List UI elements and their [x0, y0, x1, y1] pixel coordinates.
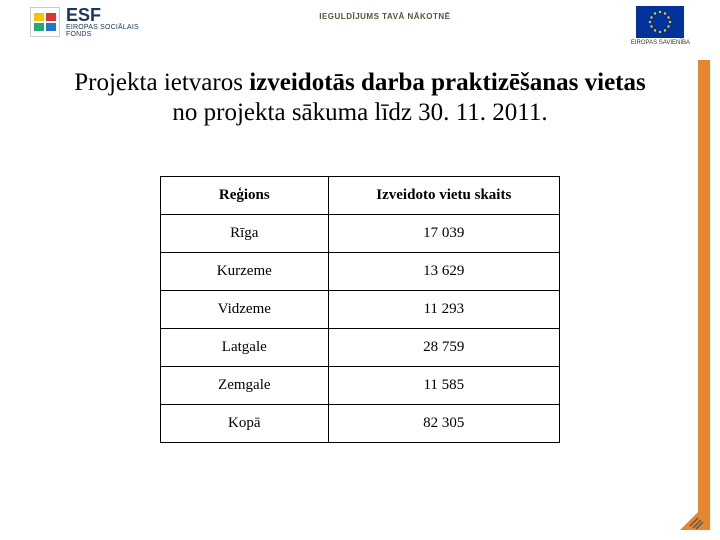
table-row: Vidzeme 11 293 — [161, 291, 560, 329]
table-row: Kurzeme 13 629 — [161, 253, 560, 291]
accent-bar — [698, 60, 710, 530]
table-row: Zemgale 11 585 — [161, 367, 560, 405]
esf-acronym: ESF — [66, 6, 139, 24]
cell-count: 28 759 — [328, 329, 559, 367]
cell-count: 17 039 — [328, 215, 559, 253]
cell-region: Latgale — [161, 329, 329, 367]
esf-logo-icon — [30, 7, 60, 37]
cell-count: 11 585 — [328, 367, 559, 405]
cell-region: Zemgale — [161, 367, 329, 405]
cell-region: Rīga — [161, 215, 329, 253]
cell-region: Kurzeme — [161, 253, 329, 291]
header: ESF EIROPAS SOCIĀLAIS FONDS IEGULDĪJUMS … — [0, 0, 720, 54]
cell-count: 82 305 — [328, 405, 559, 443]
eu-flag-icon — [636, 6, 684, 38]
title-part1: Projekta ietvaros — [74, 69, 249, 96]
corner-decoration-icon — [680, 504, 706, 530]
cell-count: 13 629 — [328, 253, 559, 291]
cell-region: Vidzeme — [161, 291, 329, 329]
esf-sub1: EIROPAS SOCIĀLAIS — [66, 24, 139, 31]
page-title: Projekta ietvaros izveidotās darba prakt… — [60, 68, 660, 128]
eu-label: EIROPAS SAVIENĪBA — [631, 40, 690, 46]
table-header-row: Reģions Izveidoto vietu skaits — [161, 177, 560, 215]
esf-logo-block: ESF EIROPAS SOCIĀLAIS FONDS — [30, 6, 139, 38]
col-region: Reģions — [161, 177, 329, 215]
tagline: IEGULDĪJUMS TAVĀ NĀKOTNĒ — [319, 12, 450, 21]
esf-sub2: FONDS — [66, 31, 139, 38]
cell-count: 11 293 — [328, 291, 559, 329]
col-count: Izveidoto vietu skaits — [328, 177, 559, 215]
title-part2: no projekta sākuma līdz 30. 11. 2011. — [172, 99, 547, 126]
table-row: Rīga 17 039 — [161, 215, 560, 253]
table-row: Kopā 82 305 — [161, 405, 560, 443]
title-bold: izveidotās darba praktizēšanas vietas — [249, 69, 646, 96]
eu-logo-block: EIROPAS SAVIENĪBA — [631, 6, 690, 46]
data-table-wrap: Reģions Izveidoto vietu skaits Rīga 17 0… — [160, 176, 560, 443]
cell-region: Kopā — [161, 405, 329, 443]
table-row: Latgale 28 759 — [161, 329, 560, 367]
esf-logo-text: ESF EIROPAS SOCIĀLAIS FONDS — [66, 6, 139, 38]
data-table: Reģions Izveidoto vietu skaits Rīga 17 0… — [160, 176, 560, 443]
title-block: Projekta ietvaros izveidotās darba prakt… — [0, 54, 720, 128]
